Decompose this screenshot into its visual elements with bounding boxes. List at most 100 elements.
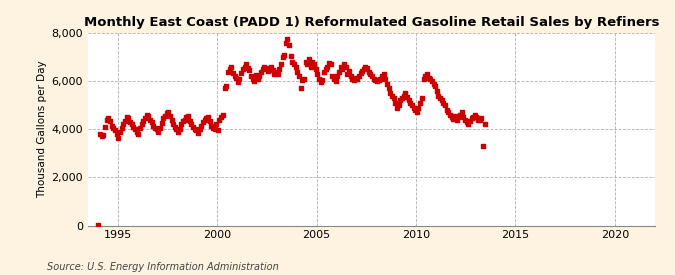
Point xyxy=(377,74,387,79)
Point xyxy=(286,54,296,58)
Point xyxy=(369,76,379,81)
Point xyxy=(381,81,392,86)
Point xyxy=(100,125,111,129)
Point xyxy=(461,120,472,124)
Point xyxy=(232,80,243,84)
Point xyxy=(305,65,316,69)
Point xyxy=(337,67,348,71)
Point xyxy=(231,75,242,80)
Point xyxy=(202,115,213,119)
Point xyxy=(167,122,178,127)
Point xyxy=(103,116,114,121)
Point xyxy=(441,108,452,112)
Point xyxy=(418,76,429,81)
Point xyxy=(458,115,468,119)
Point xyxy=(252,76,263,81)
Point xyxy=(471,115,482,119)
Point xyxy=(416,96,427,100)
Point xyxy=(327,74,338,79)
Point xyxy=(257,67,268,71)
Point xyxy=(352,76,362,81)
Point xyxy=(299,76,310,81)
Point xyxy=(347,76,358,81)
Point xyxy=(279,53,290,57)
Point xyxy=(241,62,252,67)
Point xyxy=(174,127,185,131)
Point xyxy=(239,65,250,69)
Point xyxy=(130,127,140,131)
Point xyxy=(101,117,112,122)
Point xyxy=(213,128,223,133)
Point xyxy=(144,117,155,122)
Point xyxy=(472,117,483,122)
Point xyxy=(191,128,202,133)
Point xyxy=(296,86,306,90)
Point xyxy=(478,144,489,148)
Point xyxy=(421,72,432,76)
Point xyxy=(184,119,195,123)
Point xyxy=(439,103,450,107)
Point xyxy=(308,62,319,67)
Point xyxy=(132,130,142,134)
Point xyxy=(272,72,283,76)
Point xyxy=(315,80,326,84)
Y-axis label: Thousand Gallons per Day: Thousand Gallons per Day xyxy=(37,60,47,198)
Point xyxy=(321,67,331,71)
Point xyxy=(313,76,324,81)
Point xyxy=(242,66,253,70)
Point xyxy=(302,62,313,67)
Point xyxy=(261,66,271,70)
Point xyxy=(222,69,233,74)
Point xyxy=(192,131,203,135)
Point xyxy=(93,222,104,227)
Point xyxy=(188,125,198,129)
Point xyxy=(128,125,138,129)
Point xyxy=(206,123,217,128)
Point xyxy=(256,69,267,74)
Point xyxy=(161,111,172,115)
Point xyxy=(450,114,460,119)
Text: Source: U.S. Energy Information Administration: Source: U.S. Energy Information Administ… xyxy=(47,262,279,272)
Point xyxy=(176,122,187,127)
Point xyxy=(95,132,105,136)
Title: Monthly East Coast (PADD 1) Reformulated Gasoline Retail Sales by Refiners: Monthly East Coast (PADD 1) Reformulated… xyxy=(84,16,659,29)
Point xyxy=(400,91,410,95)
Point xyxy=(287,60,298,64)
Point xyxy=(180,117,190,122)
Point xyxy=(332,74,343,79)
Point xyxy=(196,123,207,128)
Point xyxy=(105,119,115,123)
Point xyxy=(234,76,245,81)
Point xyxy=(259,65,270,69)
Point xyxy=(395,98,406,103)
Point xyxy=(304,57,315,62)
Point xyxy=(367,74,377,79)
Point xyxy=(289,62,300,67)
Point xyxy=(300,60,311,64)
Point xyxy=(464,119,475,123)
Point xyxy=(456,110,467,115)
Point xyxy=(250,73,261,77)
Point xyxy=(408,105,419,110)
Point xyxy=(125,120,136,124)
Point xyxy=(413,105,424,110)
Point xyxy=(271,69,281,74)
Point xyxy=(392,105,402,110)
Point xyxy=(476,116,487,120)
Point xyxy=(211,122,221,127)
Point xyxy=(380,76,391,81)
Point xyxy=(379,72,389,76)
Point xyxy=(479,122,490,127)
Point xyxy=(406,103,417,107)
Point xyxy=(468,115,479,119)
Point xyxy=(372,79,383,83)
Point xyxy=(165,114,176,118)
Point xyxy=(390,101,401,105)
Point xyxy=(344,69,354,73)
Point xyxy=(150,126,161,130)
Point xyxy=(385,91,396,95)
Point xyxy=(445,113,456,117)
Point xyxy=(358,67,369,71)
Point xyxy=(393,103,404,107)
Point xyxy=(365,72,376,76)
